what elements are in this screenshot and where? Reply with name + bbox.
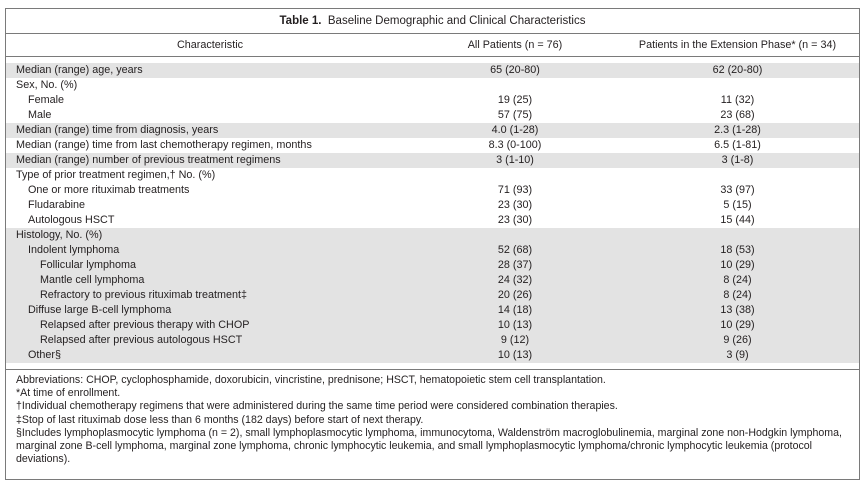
footnote-divider [6,369,859,370]
table-row: Follicular lymphoma 28 (37) 10 (29) [6,258,859,273]
row-all-patients: 20 (26) [497,289,533,301]
row-characteristic: Indolent lymphoma [28,244,120,256]
table-row: Refractory to previous rituximab treatme… [6,288,859,303]
row-characteristic: Sex, No. (%) [16,79,78,91]
row-all-patients: 24 (32) [497,274,533,286]
row-characteristic: Median (range) time from last chemothera… [16,139,312,151]
footnote: Abbreviations: CHOP, cyclophosphamide, d… [16,374,606,386]
row-extension-phase: 23 (68) [720,109,755,121]
row-characteristic: Male [28,109,52,121]
table-row: Autologous HSCT 23 (30) 15 (44) [6,213,859,228]
row-all-patients: 71 (93) [497,184,533,196]
row-characteristic: Other§ [28,349,62,361]
row-extension-phase: 9 (26) [723,334,752,346]
row-all-patients: 8.3 (0-100) [488,139,542,151]
row-characteristic: Median (range) number of previous treatm… [16,154,281,166]
row-all-patients: 23 (30) [497,214,533,226]
table-row: Male 57 (75) 23 (68) [6,108,859,123]
row-characteristic: Diffuse large B-cell lymphoma [28,304,172,316]
table-row: Relapsed after previous therapy with CHO… [6,318,859,333]
table-title-text: Baseline Demographic and Clinical Charac… [327,15,586,27]
table-row: Diffuse large B-cell lymphoma 14 (18) 13 (… [6,303,859,318]
row-characteristic: Type of prior treatment regimen,† No. (%… [16,169,216,181]
table-row: Fludarabine 23 (30) 5 (15) [6,198,859,213]
table-row: Female 19 (25) 11 (32) [6,93,859,108]
row-characteristic: Female [28,94,65,106]
table-row: Median (range) time from diagnosis, year… [6,123,859,138]
row-all-patients: 10 (13) [497,319,533,331]
table-body: Median (range) age, years 65 (20-80) 62 (2… [6,63,859,363]
row-extension-phase: 10 (29) [720,259,755,271]
row-extension-phase: 15 (44) [720,214,755,226]
row-extension-phase: 3 (1-8) [721,154,754,166]
table-row: Median (range) time from last chemothera… [6,138,859,153]
row-all-patients [414,168,616,183]
row-characteristic: One or more rituximab treatments [28,184,190,196]
row-characteristic: Follicular lymphoma [40,259,137,271]
row-extension-phase: 11 (32) [720,94,755,106]
row-extension-phase [616,168,859,183]
table-row: Relapsed after previous autologous HSCT 9… [6,333,859,348]
row-all-patients: 57 (75) [497,109,533,121]
table-header-row: Characteristic All Patients (n = 76) Pat… [6,34,859,57]
row-extension-phase: 5 (15) [723,199,752,211]
header-extension-phase: Patients in the Extension Phase* (n = 34… [638,39,837,51]
header-all-patients: All Patients (n = 76) [467,39,563,51]
row-all-patients: 10 (13) [497,349,533,361]
footnote: §Includes lymphoplasmocytic lymphoma (n … [16,426,842,466]
row-characteristic: Mantle cell lymphoma [40,274,145,286]
row-extension-phase: 3 (9) [726,349,749,361]
table-row: One or more rituximab treatments 71 (93) 3… [6,183,859,198]
table-row: Histology, No. (%) [6,228,859,243]
row-extension-phase: 2.3 (1-28) [714,124,761,136]
row-characteristic: Autologous HSCT [28,214,115,226]
row-extension-phase: 8 (24) [723,274,752,286]
table-footnotes: Abbreviations: CHOP, cyclophosphamide, d… [6,370,859,466]
table-row: Type of prior treatment regimen,† No. (%… [6,168,859,183]
row-all-patients: 28 (37) [497,259,533,271]
table-row: Other§ 10 (13) 3 (9) [6,348,859,363]
table-container: Table 1. Baseline Demographic and Clinic… [5,8,860,480]
row-extension-phase [616,78,859,93]
footnote: ‡Stop of last rituximab dose less than 6… [16,413,424,426]
row-characteristic: Median (range) time from diagnosis, year… [16,124,219,136]
row-all-patients: 3 (1-10) [496,154,534,166]
row-extension-phase: 62 (20-80) [712,64,763,76]
table-row: Indolent lymphoma 52 (68) 18 (53) [6,243,859,258]
row-all-patients: 9 (12) [500,334,530,346]
table-title-number: Table 1. [279,15,322,27]
row-all-patients: 19 (25) [497,94,533,106]
row-all-patients: 65 (20-80) [490,64,540,76]
row-all-patients: 4.0 (1-28) [491,124,539,136]
row-extension-phase: 10 (29) [720,319,755,331]
row-characteristic: Median (range) age, years [16,64,143,76]
row-all-patients: 14 (18) [497,304,533,316]
row-extension-phase: 33 (97) [720,184,755,196]
row-extension-phase: 8 (24) [723,289,752,301]
row-extension-phase: 6.5 (1-81) [714,139,761,151]
table-row: Median (range) age, years 65 (20-80) 62 (2… [6,63,859,78]
table-row: Median (range) number of previous treatm… [6,153,859,168]
header-characteristic: Characteristic [177,39,243,51]
row-characteristic: Relapsed after previous therapy with CHO… [40,319,250,331]
row-all-patients [414,228,616,243]
row-characteristic: Fludarabine [28,199,86,211]
row-all-patients: 23 (30) [497,199,533,211]
row-characteristic: Histology, No. (%) [16,229,103,241]
footnote: †Individual chemotherapy regimens that w… [16,400,618,413]
row-extension-phase [616,228,859,243]
table-row: Mantle cell lymphoma 24 (32) 8 (24) [6,273,859,288]
footnote: *At time of enrollment. [16,387,121,400]
row-all-patients [414,78,616,93]
row-extension-phase: 13 (38) [720,304,755,316]
table-row: Sex, No. (%) [6,78,859,93]
table-title: Table 1. Baseline Demographic and Clinic… [6,9,859,34]
row-extension-phase: 18 (53) [720,244,755,256]
row-characteristic: Refractory to previous rituximab treatme… [40,289,248,301]
row-characteristic: Relapsed after previous autologous HSCT [40,334,243,346]
row-all-patients: 52 (68) [497,244,533,256]
